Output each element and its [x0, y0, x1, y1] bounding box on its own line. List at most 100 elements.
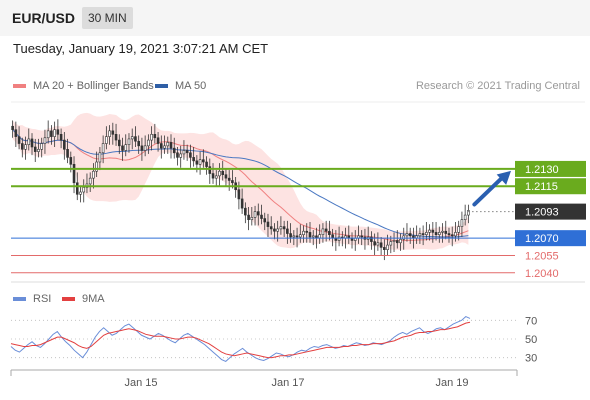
legend-swatch-rsi: [13, 297, 26, 301]
ma50-line: [12, 129, 469, 238]
candle-body: [33, 146, 37, 152]
candle-body: [82, 187, 86, 193]
x-tick-label: Jan 17: [271, 377, 304, 389]
candle-body: [176, 152, 179, 158]
candle-body: [202, 159, 205, 163]
candle-body: [88, 177, 92, 185]
price-level-tag: [515, 178, 586, 195]
candle-body: [399, 239, 402, 244]
candle-body: [137, 140, 140, 147]
candle-body: [63, 139, 66, 150]
interval-button[interactable]: 30 MIN: [82, 7, 133, 29]
candle-body: [282, 226, 286, 230]
candle-body: [460, 219, 464, 227]
price-level-minor-label: 1.2040: [525, 268, 559, 280]
candle-body: [389, 241, 393, 246]
candle-body: [250, 217, 254, 220]
candle-body: [425, 232, 428, 235]
candle-body: [121, 145, 124, 151]
candle-body: [279, 226, 283, 230]
candle-body: [395, 240, 399, 244]
candle-body: [163, 145, 166, 149]
ma20-line: [12, 129, 469, 242]
candle-body: [98, 152, 102, 163]
candle-body: [305, 230, 309, 233]
candle-body: [134, 136, 137, 142]
candle-body: [428, 229, 431, 233]
candle-body: [72, 164, 76, 184]
rsi-tick-label: 70: [525, 315, 537, 327]
candle-body: [46, 130, 50, 139]
candle-body: [450, 234, 454, 237]
candle-body: [101, 143, 105, 154]
candle-body: [169, 142, 173, 149]
candle-body: [434, 232, 438, 235]
candle-body: [386, 244, 389, 250]
candle-body: [147, 139, 150, 147]
candle-body: [182, 150, 186, 155]
candle-body: [408, 233, 412, 237]
rsi-line: [10, 316, 471, 362]
candle-body: [260, 214, 263, 219]
candle-body: [431, 229, 435, 233]
candle-body: [447, 233, 451, 235]
candle-body: [292, 235, 296, 238]
legend-swatch-rsi-ma: [62, 297, 75, 301]
candle-body: [263, 218, 267, 223]
candle-body: [95, 161, 98, 172]
rsi-ma-line: [10, 321, 471, 359]
candle-body: [130, 136, 134, 140]
price-level-tag: [515, 230, 586, 247]
candle-body: [92, 170, 95, 179]
candle-body: [218, 170, 221, 177]
candle-body: [318, 234, 321, 239]
candle-body: [156, 137, 160, 144]
candle-body: [311, 235, 315, 238]
candle-body: [160, 143, 163, 149]
candle-body: [66, 149, 69, 158]
x-tick-label: Jan 15: [124, 377, 157, 389]
candle-body: [143, 145, 147, 151]
legend-swatch-ma50: [155, 84, 168, 88]
candle-body: [289, 233, 292, 238]
candle-body: [114, 134, 118, 141]
candle-body: [108, 130, 111, 137]
candle-body: [214, 175, 218, 179]
price-level-last-label: 1.2093: [525, 207, 559, 219]
candle-body: [166, 142, 170, 147]
candle-body: [454, 232, 457, 237]
candle-body: [127, 138, 131, 145]
candle-body: [75, 182, 79, 195]
legend-swatch-ma20: [13, 84, 26, 88]
candle-body: [205, 161, 208, 167]
symbol-label: EUR/USD: [12, 10, 76, 26]
candle-body: [27, 138, 31, 145]
candle-body: [373, 241, 376, 246]
candle-body: [198, 159, 202, 165]
price-level-resistance-label: 1.2115: [525, 181, 558, 193]
candle-body: [321, 228, 325, 235]
candle-body: [308, 232, 312, 238]
candle-body: [444, 230, 448, 234]
candle-body: [172, 147, 176, 154]
candle-body: [392, 240, 396, 242]
candle-body: [11, 125, 14, 130]
candle-body: [59, 134, 63, 141]
candle-body: [105, 136, 108, 144]
candle-body: [441, 230, 444, 233]
candle-body: [150, 134, 153, 141]
price-level-tag: [515, 160, 586, 177]
candle-body: [379, 242, 383, 248]
candle-body: [79, 191, 82, 195]
chart-header: EUR/USD 30 MIN: [0, 0, 590, 36]
candle-body: [221, 170, 225, 175]
candle-body: [69, 157, 73, 165]
forecast-arrow-icon: [472, 174, 505, 207]
candle-body: [295, 235, 299, 238]
candle-body: [17, 136, 21, 144]
candle-body: [30, 138, 34, 148]
candle-body: [328, 230, 331, 235]
candle-body: [383, 247, 386, 250]
candle-body: [266, 221, 270, 227]
candle-body: [240, 198, 244, 209]
